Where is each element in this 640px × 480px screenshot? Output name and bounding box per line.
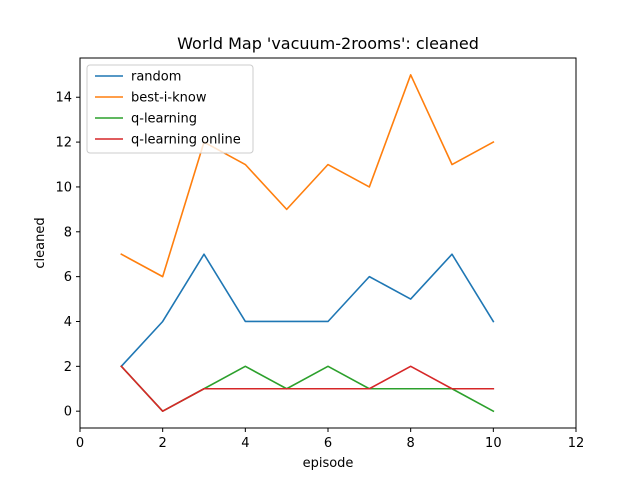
series-line-best-i-know [120, 74, 495, 278]
series-line-random [120, 253, 495, 368]
legend-label: best-i-know [131, 91, 207, 106]
series-line-q-learning-online [120, 365, 495, 412]
series-lines [120, 74, 495, 413]
y-tick-label: 10 [55, 180, 72, 195]
x-tick-label: 4 [241, 436, 249, 451]
y-tick-label: 6 [64, 270, 72, 285]
legend-label: random [131, 70, 181, 85]
legend-label: q-learning online [131, 133, 241, 148]
x-tick-label: 8 [407, 436, 415, 451]
chart-title: World Map 'vacuum-2rooms': cleaned [177, 34, 479, 53]
y-tick-label: 0 [64, 405, 72, 420]
y-tick-label: 2 [64, 360, 72, 375]
y-tick-label: 8 [64, 225, 72, 240]
x-tick-label: 12 [568, 436, 585, 451]
legend-box [86, 64, 254, 154]
x-axis: 0 2 4 6 8 10 12 [76, 428, 584, 451]
x-tick-label: 10 [485, 436, 502, 451]
x-axis-label: episode [303, 456, 354, 471]
legend: random best-i-know q-learning q-learning on… [86, 64, 254, 154]
y-axis: 0 2 4 6 8 10 12 14 [55, 91, 80, 420]
x-tick-label: 2 [159, 436, 167, 451]
y-tick-label: 14 [55, 91, 72, 106]
x-tick-label: 6 [324, 436, 332, 451]
y-axis-label: cleaned [33, 217, 48, 268]
y-tick-label: 4 [64, 315, 72, 330]
x-tick-label: 0 [76, 436, 84, 451]
legend-label: q-learning [131, 112, 197, 127]
y-tick-label: 12 [55, 136, 72, 151]
